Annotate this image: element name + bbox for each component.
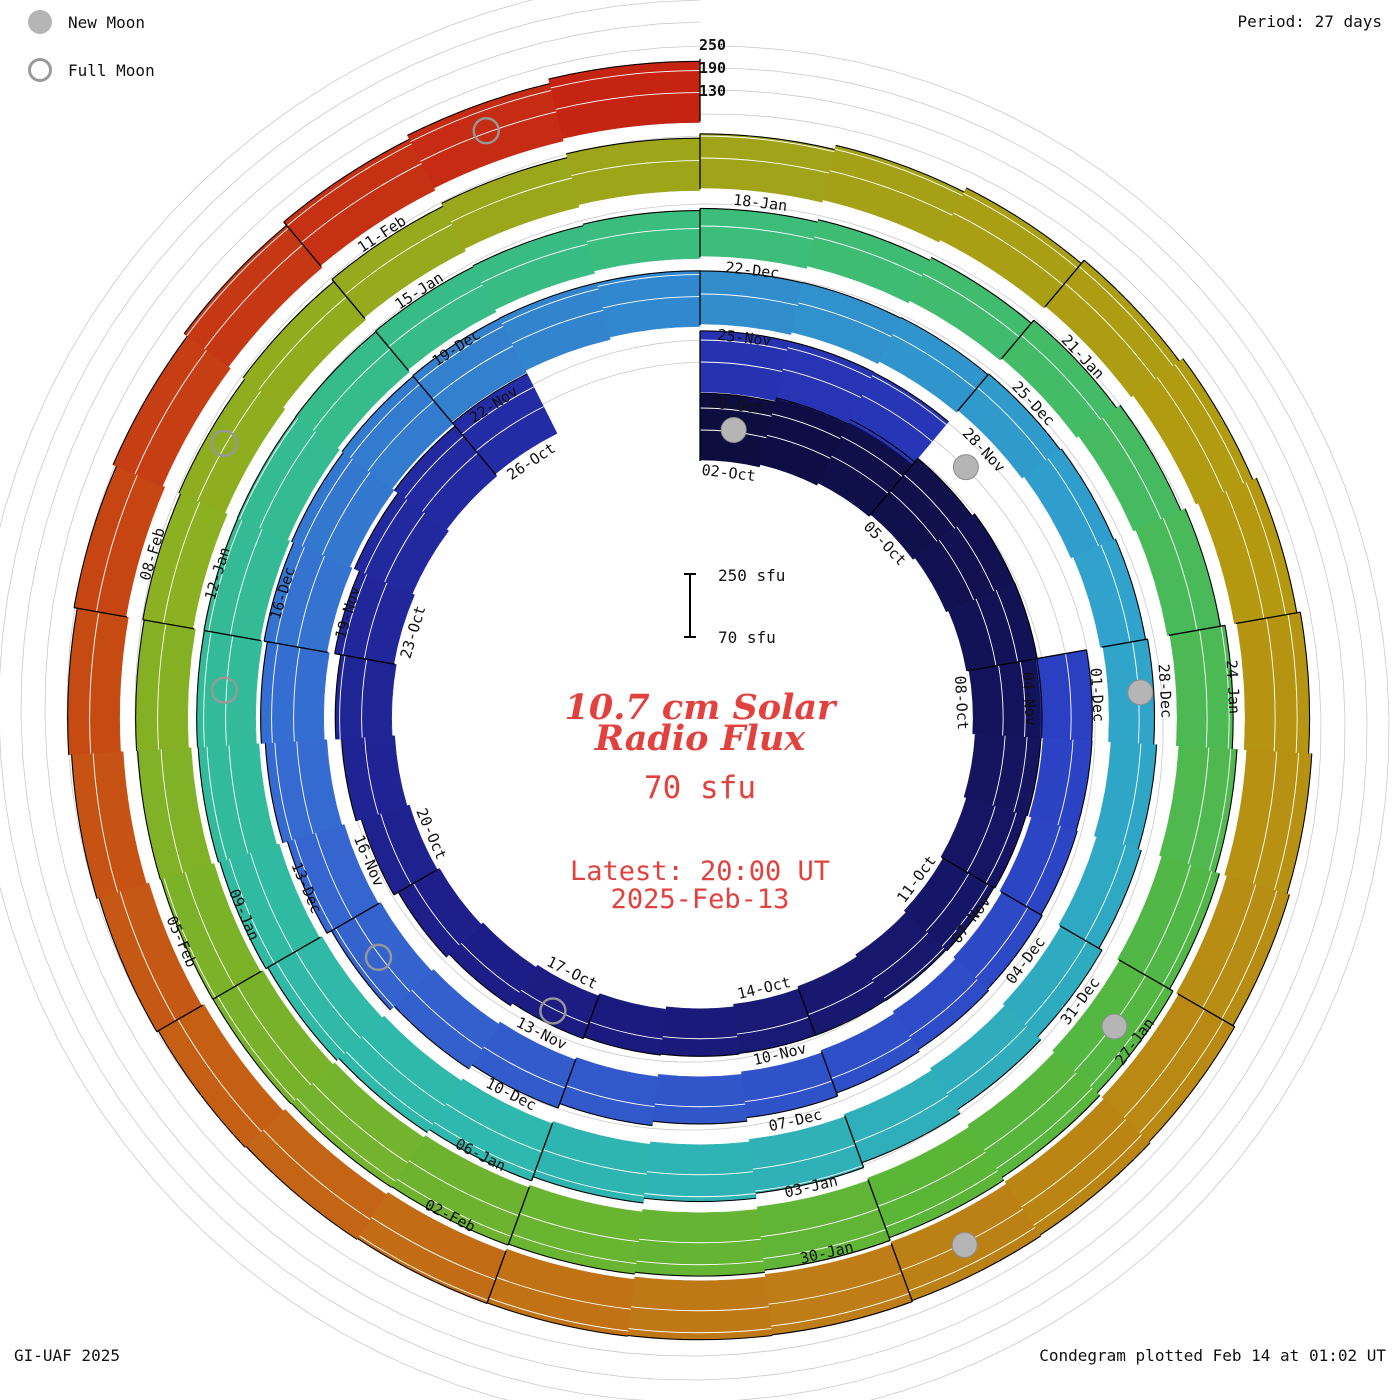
moon-markers <box>210 117 1154 1258</box>
current-flux-value: 70 sfu <box>644 770 756 806</box>
full-moon-marker <box>210 429 238 457</box>
full-moon-icon <box>28 58 52 82</box>
date-label: 04-Nov <box>1019 671 1040 726</box>
axis-tick-250: 250 <box>699 36 727 54</box>
day-ticks <box>73 58 1301 1304</box>
radial-axis-ticks: 250 190 130 <box>699 34 726 103</box>
new-moon-marker <box>1101 1013 1128 1040</box>
full-moon-marker <box>472 117 500 145</box>
moon-legend: New Moon Full Moon <box>28 10 155 106</box>
bar-top-edges <box>67 60 1313 1341</box>
chart-title-line2: Radio Flux <box>594 718 806 759</box>
date-label: 01-Dec <box>1087 667 1108 722</box>
period-label: Period: 27 days <box>1237 12 1383 31</box>
date-label: 28-Dec <box>1155 663 1176 718</box>
full-moon-marker <box>210 676 239 704</box>
plotted-timestamp: Condegram plotted Feb 14 at 01:02 UT <box>1039 1346 1386 1365</box>
scale-bar-min-label: 70 sfu <box>718 628 776 647</box>
new-moon-marker <box>720 416 747 443</box>
new-moon-marker <box>952 454 979 481</box>
grid-overlay-arcs <box>89 70 1300 1334</box>
full-moon-marker <box>539 997 567 1025</box>
legend-new-moon: New Moon <box>28 10 155 34</box>
axis-tick-130: 130 <box>699 82 727 100</box>
new-moon-marker <box>951 1231 978 1258</box>
axis-tick-190: 190 <box>699 59 727 77</box>
center-text-block: 10.7 cm Solar Radio Flux 70 sfu Latest: … <box>564 687 836 915</box>
scale-bar-bottom-cap <box>684 636 696 638</box>
date-label: 24-Jan <box>1222 659 1243 714</box>
credit-label: GI-UAF 2025 <box>14 1346 120 1365</box>
new-moon-icon <box>28 10 52 34</box>
latest-time-label: Latest: 20:00 UT <box>569 856 831 887</box>
full-moon-marker <box>364 943 393 972</box>
legend-full-moon: Full Moon <box>28 58 155 82</box>
scale-bar-max-label: 250 sfu <box>718 566 786 585</box>
new-moon-marker <box>1127 679 1154 706</box>
full-moon-label: Full Moon <box>68 60 155 80</box>
chart-title-line1: 10.7 cm Solar <box>564 687 836 728</box>
scale-bar-line <box>689 574 691 636</box>
date-label: 08-Oct <box>951 675 972 730</box>
latest-date-label: 2025-Feb-13 <box>610 884 790 915</box>
new-moon-label: New Moon <box>68 12 146 32</box>
